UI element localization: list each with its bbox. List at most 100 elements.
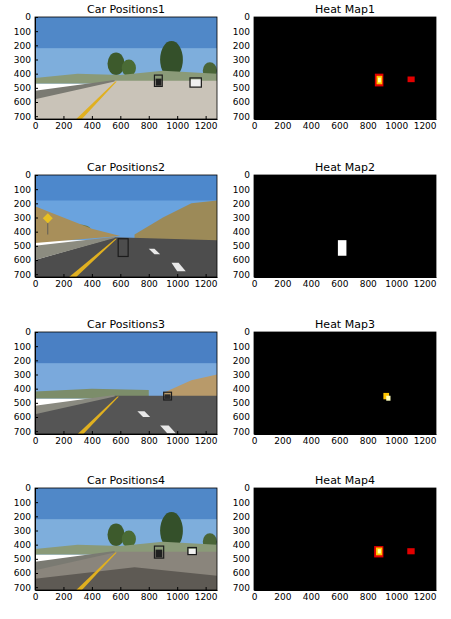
x-tick: 400	[303, 274, 320, 289]
scene-sky	[35, 17, 217, 84]
y-tick: 0	[25, 12, 38, 22]
y-tick: 500	[14, 554, 38, 564]
x-tick-mark	[311, 587, 312, 590]
x-tick-label: 400	[84, 436, 101, 446]
y-axis: 0100200300400500600700	[14, 483, 38, 592]
y-tick: 700	[14, 427, 38, 437]
image-panel: 0200400600800100012000100200300400500600…	[14, 161, 218, 289]
x-tick-label: 400	[84, 279, 101, 289]
y-tick: 700	[14, 112, 38, 122]
y-tick-label: 600	[14, 568, 31, 578]
car-box	[154, 546, 163, 558]
x-tick-label: 200	[274, 279, 291, 289]
x-tick: 1200	[414, 587, 437, 602]
x-axis: 020040060080010001200	[252, 116, 437, 131]
y-tick-mark	[35, 17, 38, 18]
x-tick: 400	[303, 431, 320, 446]
plot-frame	[254, 332, 436, 434]
x-tick: 1200	[195, 431, 218, 446]
heatmap-background	[254, 175, 436, 277]
plot-frame	[35, 488, 217, 590]
y-tick-mark	[35, 45, 38, 46]
x-tick-mark	[339, 587, 340, 590]
x-axis-line	[255, 590, 437, 591]
heat-cell	[375, 74, 384, 87]
y-tick: 0	[244, 483, 257, 493]
y-tick-mark	[35, 559, 38, 560]
x-tick-label: 1200	[414, 436, 437, 446]
x-tick: 1000	[166, 431, 189, 446]
y-tick-label: 600	[233, 255, 250, 265]
y-tick-label: 500	[14, 398, 31, 408]
y-axis-line	[254, 176, 255, 278]
x-tick-label: 1000	[166, 279, 189, 289]
x-tick: 800	[141, 274, 158, 289]
y-tick: 0	[25, 327, 38, 337]
x-tick: 200	[274, 431, 291, 446]
y-tick-label: 400	[233, 384, 250, 394]
y-tick-label: 700	[14, 583, 31, 593]
y-tick-label: 600	[14, 97, 31, 107]
x-axis-line	[36, 277, 218, 278]
y-tick: 500	[14, 398, 38, 408]
y-axis: 0100200300400500600700	[233, 170, 257, 279]
y-tick-label: 400	[233, 227, 250, 237]
x-tick-label: 600	[112, 279, 129, 289]
y-tick: 400	[14, 384, 38, 394]
x-tick-mark	[206, 116, 207, 119]
x-tick-label: 1200	[414, 121, 437, 131]
x-tick-label: 1200	[414, 279, 437, 289]
scene-shape	[76, 552, 117, 590]
scene-shape	[160, 426, 176, 434]
x-tick: 200	[274, 587, 291, 602]
scene-shape	[35, 237, 217, 277]
x-tick-mark	[368, 431, 369, 434]
y-tick-mark	[35, 488, 38, 489]
x-tick-label: 600	[331, 436, 348, 446]
x-tick-label: 200	[55, 121, 72, 131]
y-tick-label: 500	[233, 83, 250, 93]
y-tick-label: 200	[233, 199, 250, 209]
y-tick: 200	[233, 356, 257, 366]
y-tick-label: 700	[14, 270, 31, 280]
y-tick: 500	[233, 241, 257, 251]
x-tick: 200	[274, 274, 291, 289]
x-tick-mark	[177, 431, 178, 434]
y-tick: 700	[233, 427, 257, 437]
y-tick-label: 200	[14, 356, 31, 366]
x-tick-label: 600	[112, 436, 129, 446]
y-tick-mark	[254, 502, 257, 503]
x-tick-mark	[282, 274, 283, 277]
y-tick: 700	[14, 583, 38, 593]
heatmap-background	[254, 332, 436, 434]
y-tick: 400	[14, 69, 38, 79]
y-tick-mark	[254, 232, 257, 233]
y-tick: 300	[14, 213, 38, 223]
y-tick-mark	[254, 31, 257, 32]
y-tick-mark	[254, 516, 257, 517]
heatmap-panel: 0200400600800100012000100200300400500600…	[233, 3, 437, 131]
y-tick-label: 0	[25, 483, 31, 493]
y-tick: 100	[233, 185, 257, 195]
y-tick-mark	[35, 274, 38, 275]
x-axis-line	[36, 590, 218, 591]
x-tick-mark	[149, 587, 150, 590]
heat-cell	[386, 396, 390, 401]
x-tick-label: 1000	[166, 592, 189, 602]
x-tick-label: 0	[33, 592, 39, 602]
y-tick: 300	[14, 55, 38, 65]
x-tick-label: 1000	[385, 279, 408, 289]
image-panel: 0200400600800100012000100200300400500600…	[14, 3, 218, 131]
x-tick-label: 200	[55, 279, 72, 289]
y-tick-label: 100	[14, 342, 31, 352]
x-tick-label: 0	[33, 436, 39, 446]
y-tick-label: 200	[233, 41, 250, 51]
y-tick-mark	[254, 573, 257, 574]
x-tick: 200	[55, 116, 72, 131]
y-tick-mark	[35, 88, 38, 89]
x-tick-mark	[425, 587, 426, 590]
x-tick-label: 1200	[195, 279, 218, 289]
x-tick-mark	[311, 274, 312, 277]
x-tick-label: 1000	[166, 436, 189, 446]
y-tick-mark	[35, 218, 38, 219]
